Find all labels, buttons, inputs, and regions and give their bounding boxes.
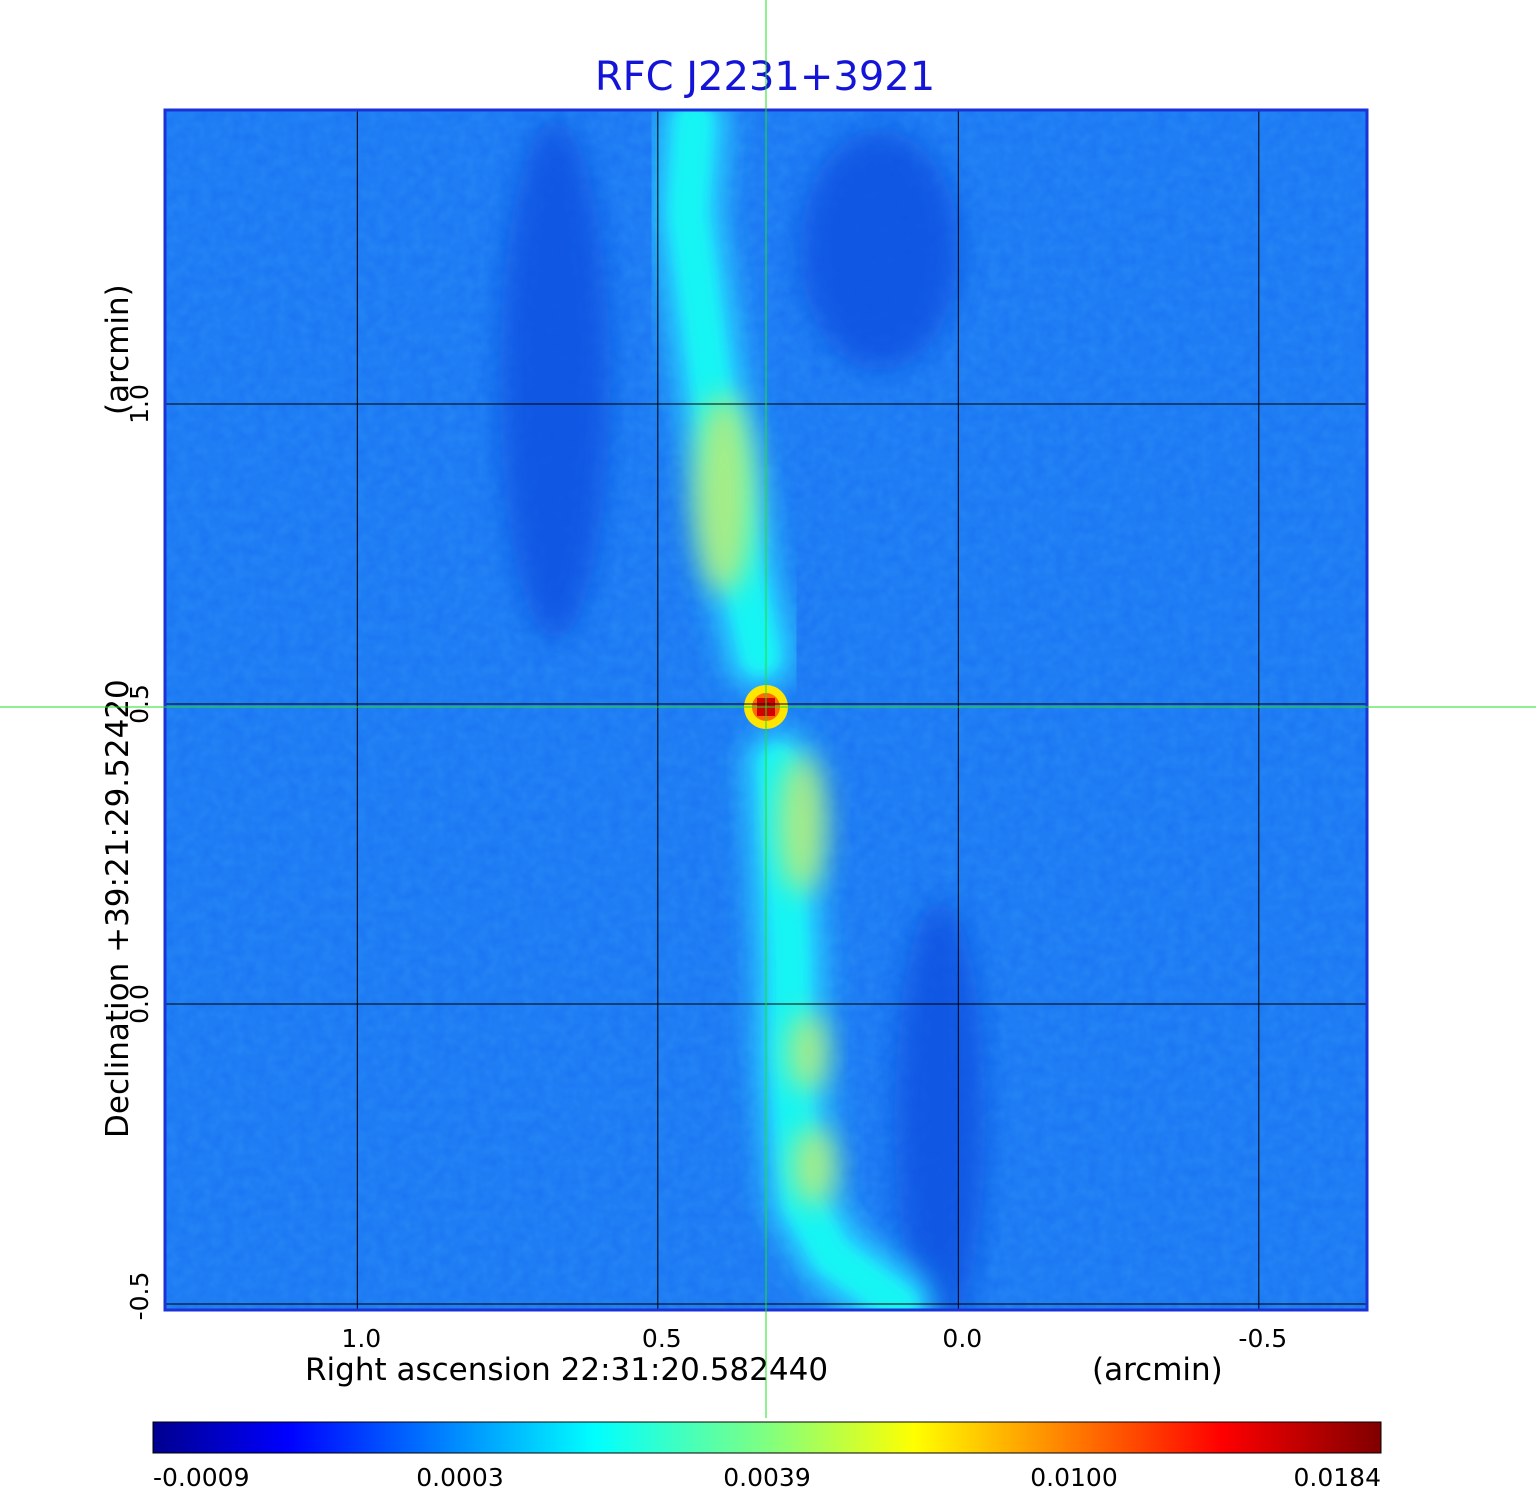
colorbar	[152, 1421, 1382, 1454]
x-tick-label: -0.5	[1238, 1324, 1287, 1353]
x-tick-label: 0.0	[942, 1324, 982, 1353]
y-tick-label: 0.5	[125, 684, 154, 724]
y-tick-label: 1.0	[125, 384, 154, 424]
y-axis-unit: (arcmin)	[100, 284, 136, 415]
chart-title: RFC J2231+3921	[595, 54, 935, 100]
jet-knot	[792, 1126, 837, 1206]
colorbar-tick-label: -0.0009	[153, 1463, 250, 1492]
colorbar-tick-label: 0.0039	[723, 1463, 810, 1492]
source-features	[652, 110, 934, 1310]
dark-lobes	[500, 120, 985, 1310]
jet-knot	[693, 394, 754, 594]
y-tick-label: -0.5	[125, 1272, 154, 1321]
colorbar-tick-labels: -0.0009 0.0003 0.0039 0.0100 0.0184	[153, 1463, 1381, 1492]
y-tick-label: 0.0	[125, 984, 154, 1024]
colorbar-tick-label: 0.0003	[416, 1463, 503, 1492]
x-tick-labels: 1.0 0.5 0.0 -0.5	[341, 1324, 1287, 1353]
y-tick-labels: -0.5 0.0 0.5 1.0	[125, 384, 154, 1320]
y-axis-label: Declination +39:21:29.52420	[100, 679, 136, 1138]
colorbar-tick-label: 0.0184	[1294, 1463, 1381, 1492]
colorbar-tick-label: 0.0100	[1030, 1463, 1117, 1492]
x-tick-label: 1.0	[341, 1324, 381, 1353]
x-axis-label: Right ascension 22:31:20.582440	[305, 1352, 828, 1388]
crosshair	[0, 0, 1536, 1418]
x-tick-label: 0.5	[642, 1324, 682, 1353]
jet-knot	[778, 754, 827, 894]
x-axis-unit: (arcmin)	[1092, 1352, 1223, 1388]
jet-knot	[788, 1012, 829, 1092]
